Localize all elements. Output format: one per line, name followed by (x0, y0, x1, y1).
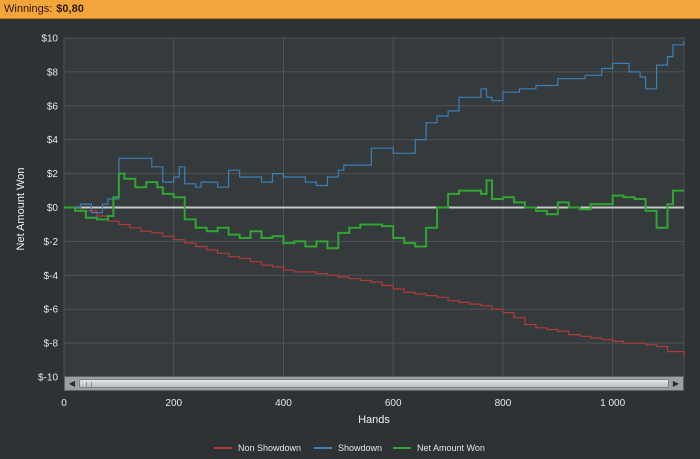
legend-item: Non Showdown (214, 443, 301, 453)
grip-icon (86, 382, 92, 387)
x-tick-label: 0 (61, 398, 67, 409)
winnings-label: Winnings: (4, 3, 53, 15)
x-tick-label: 600 (385, 398, 402, 409)
winnings-bar: Winnings: $0,80 (0, 0, 700, 19)
scroll-thumb[interactable] (79, 379, 669, 388)
series-line-showdown (64, 41, 685, 214)
y-tick-label: $4 (47, 135, 59, 146)
scroll-left-arrow-icon[interactable]: ◀ (68, 379, 76, 388)
x-tick-label: 400 (275, 398, 292, 409)
y-axis-title: Net Amount Won (15, 168, 27, 251)
y-tick-label: $-6 (44, 305, 59, 316)
scroll-right-arrow-icon[interactable]: ▶ (672, 379, 680, 388)
x-tick-label: 200 (165, 398, 182, 409)
x-tick-label: 800 (495, 398, 512, 409)
series-line-non-showdown (64, 206, 685, 357)
y-tick-label: $-4 (44, 271, 59, 282)
x-axis-ticks: 0 200 400 600 800 1 000 (61, 398, 625, 409)
y-tick-label: $10 (41, 34, 58, 45)
legend-label: Non Showdown (238, 443, 301, 453)
legend-item: Net Amount Won (393, 443, 485, 453)
series-line-net-amount-won (64, 172, 684, 250)
y-tick-label: $-10 (38, 373, 58, 384)
y-axis-ticks: $10 $8 $6 $4 $2 $0 $-2 $-4 $-6 $-8 $-10 (38, 34, 58, 384)
y-tick-label: $0 (47, 203, 59, 214)
chart-scrollbar[interactable]: ◀ ▶ (64, 376, 684, 391)
x-axis-title: Hands (358, 414, 390, 426)
legend-label: Showdown (338, 443, 382, 453)
winnings-value: $0,80 (56, 3, 84, 15)
chart-series (64, 41, 685, 357)
legend-label: Net Amount Won (417, 443, 485, 453)
y-tick-label: $6 (47, 101, 59, 112)
winnings-chart: $10 $8 $6 $4 $2 $0 $-2 $-4 $-6 $-8 $-10 0 200 400 600… (15, 34, 685, 453)
y-tick-label: $2 (47, 169, 59, 180)
y-tick-label: $8 (47, 67, 59, 78)
chart-legend: Non Showdown Showdown Net Amount Won (214, 443, 485, 453)
y-tick-label: $-2 (44, 237, 59, 248)
x-tick-label: 1 000 (600, 398, 625, 409)
y-tick-label: $-8 (44, 339, 59, 350)
legend-item: Showdown (314, 443, 382, 453)
